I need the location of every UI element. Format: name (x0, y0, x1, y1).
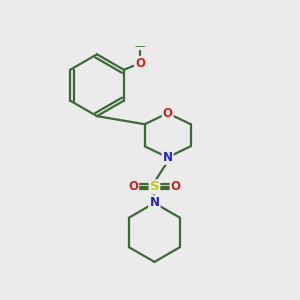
Text: N: N (149, 196, 159, 209)
Text: N: N (163, 151, 173, 164)
Text: —: — (135, 40, 145, 51)
Text: O: O (163, 107, 173, 120)
Text: O: O (135, 57, 145, 70)
Text: S: S (150, 180, 159, 193)
Text: N: N (149, 196, 159, 209)
Text: O: O (128, 180, 138, 193)
Text: O: O (171, 180, 181, 193)
